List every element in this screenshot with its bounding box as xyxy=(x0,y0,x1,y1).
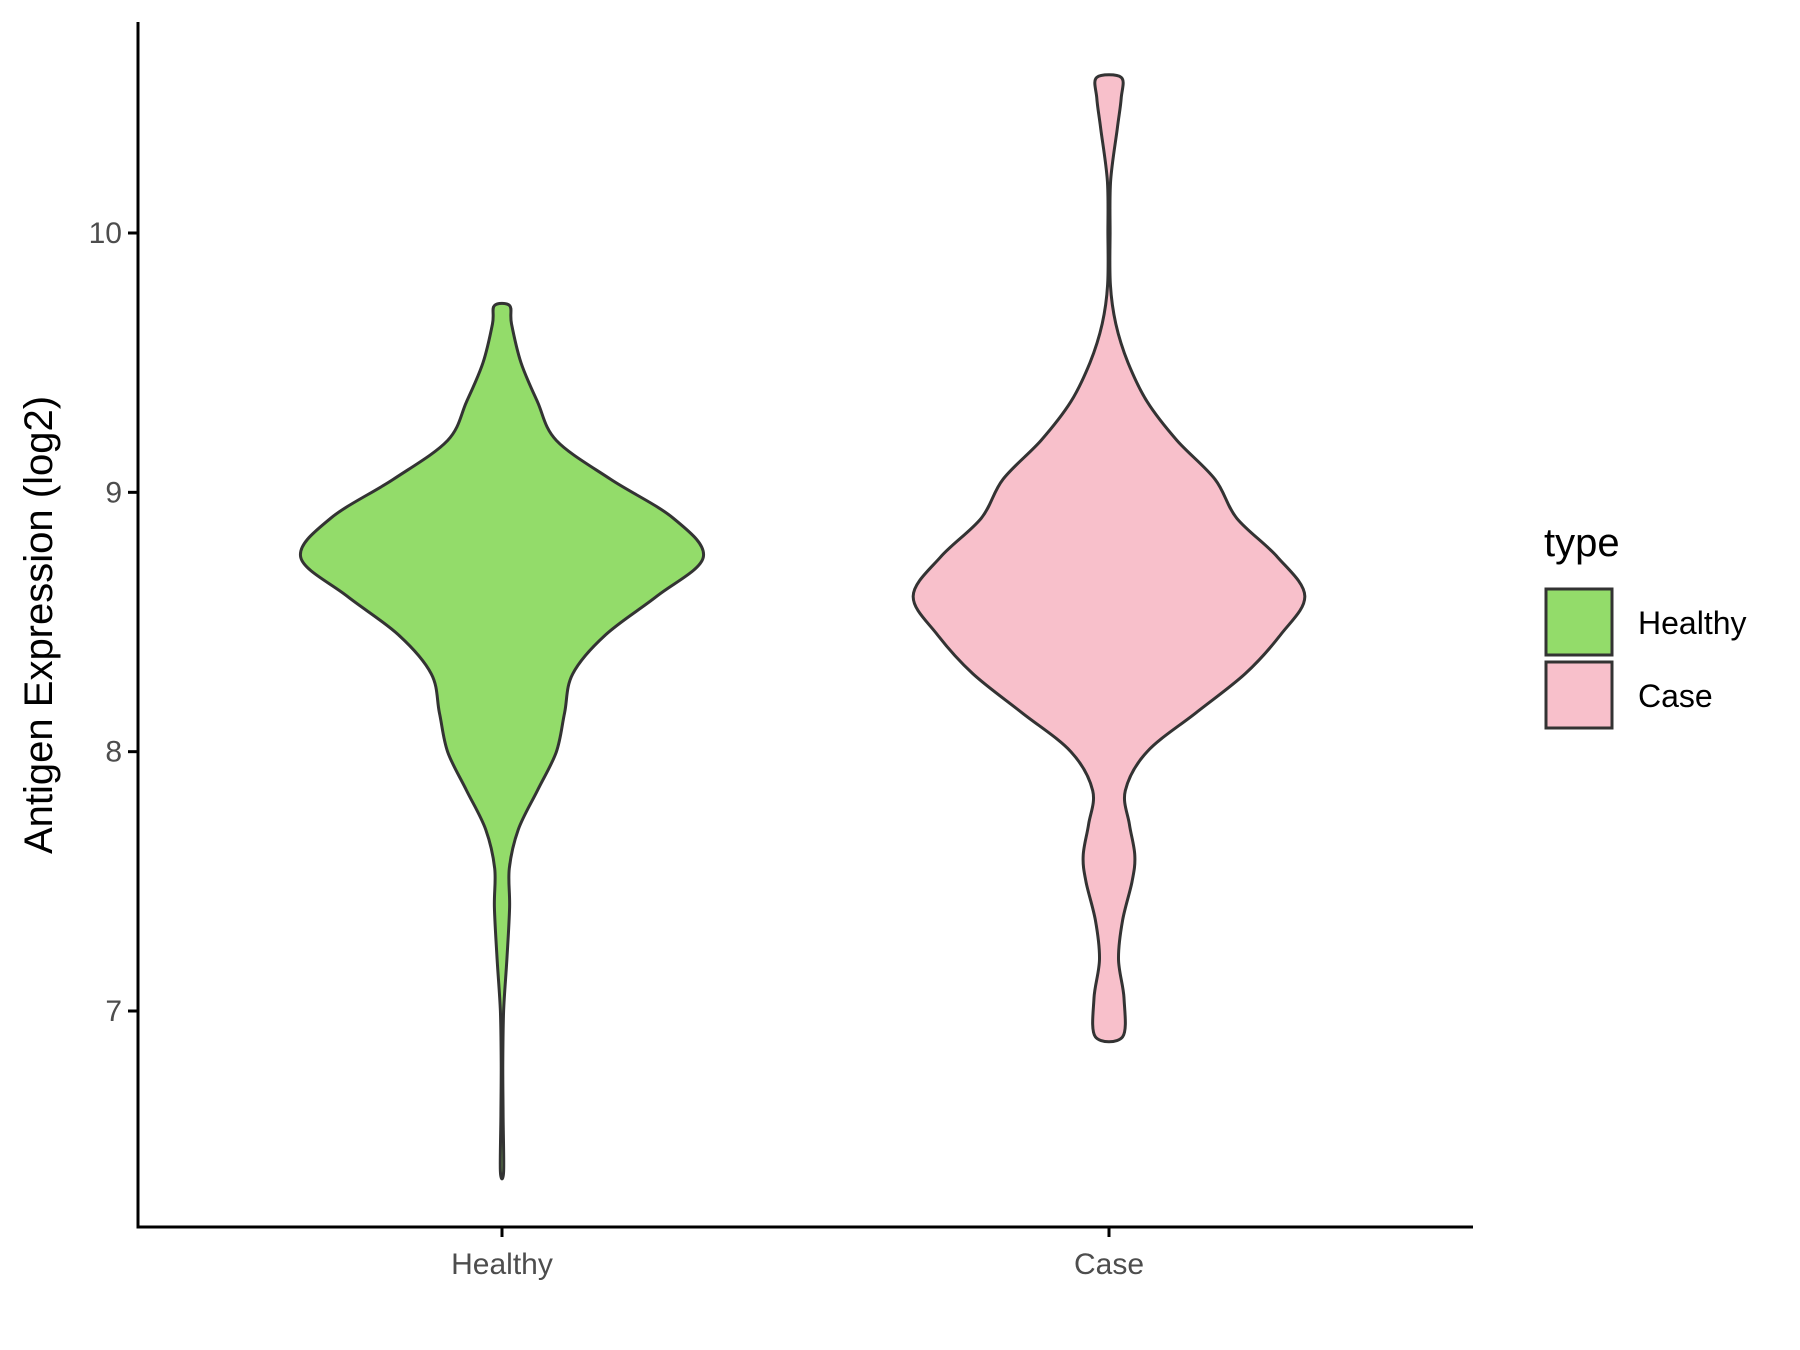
y-tick-label: 9 xyxy=(105,476,122,509)
x-tick-label: Case xyxy=(1074,1248,1144,1281)
legend-label-case: Case xyxy=(1638,678,1713,714)
violin-healthy xyxy=(299,301,705,1181)
y-tick-label: 8 xyxy=(105,736,122,769)
legend-swatch-healthy xyxy=(1544,587,1614,657)
violin-case xyxy=(911,73,1307,1044)
x-tick-label: Healthy xyxy=(451,1248,553,1281)
y-axis-title: Antigen Expression (log2) xyxy=(17,396,61,854)
axes xyxy=(136,22,1473,1229)
violin-layer xyxy=(299,73,1307,1181)
legend-swatch-case xyxy=(1544,660,1614,730)
legend: type Healthy Case xyxy=(1544,521,1747,730)
y-tick-label: 7 xyxy=(105,995,122,1028)
legend-label-healthy: Healthy xyxy=(1638,605,1747,641)
y-tick-label: 10 xyxy=(89,217,122,250)
tick-layer: 7 8 9 10 Healthy Case xyxy=(89,217,1144,1281)
legend-title: type xyxy=(1544,521,1620,565)
